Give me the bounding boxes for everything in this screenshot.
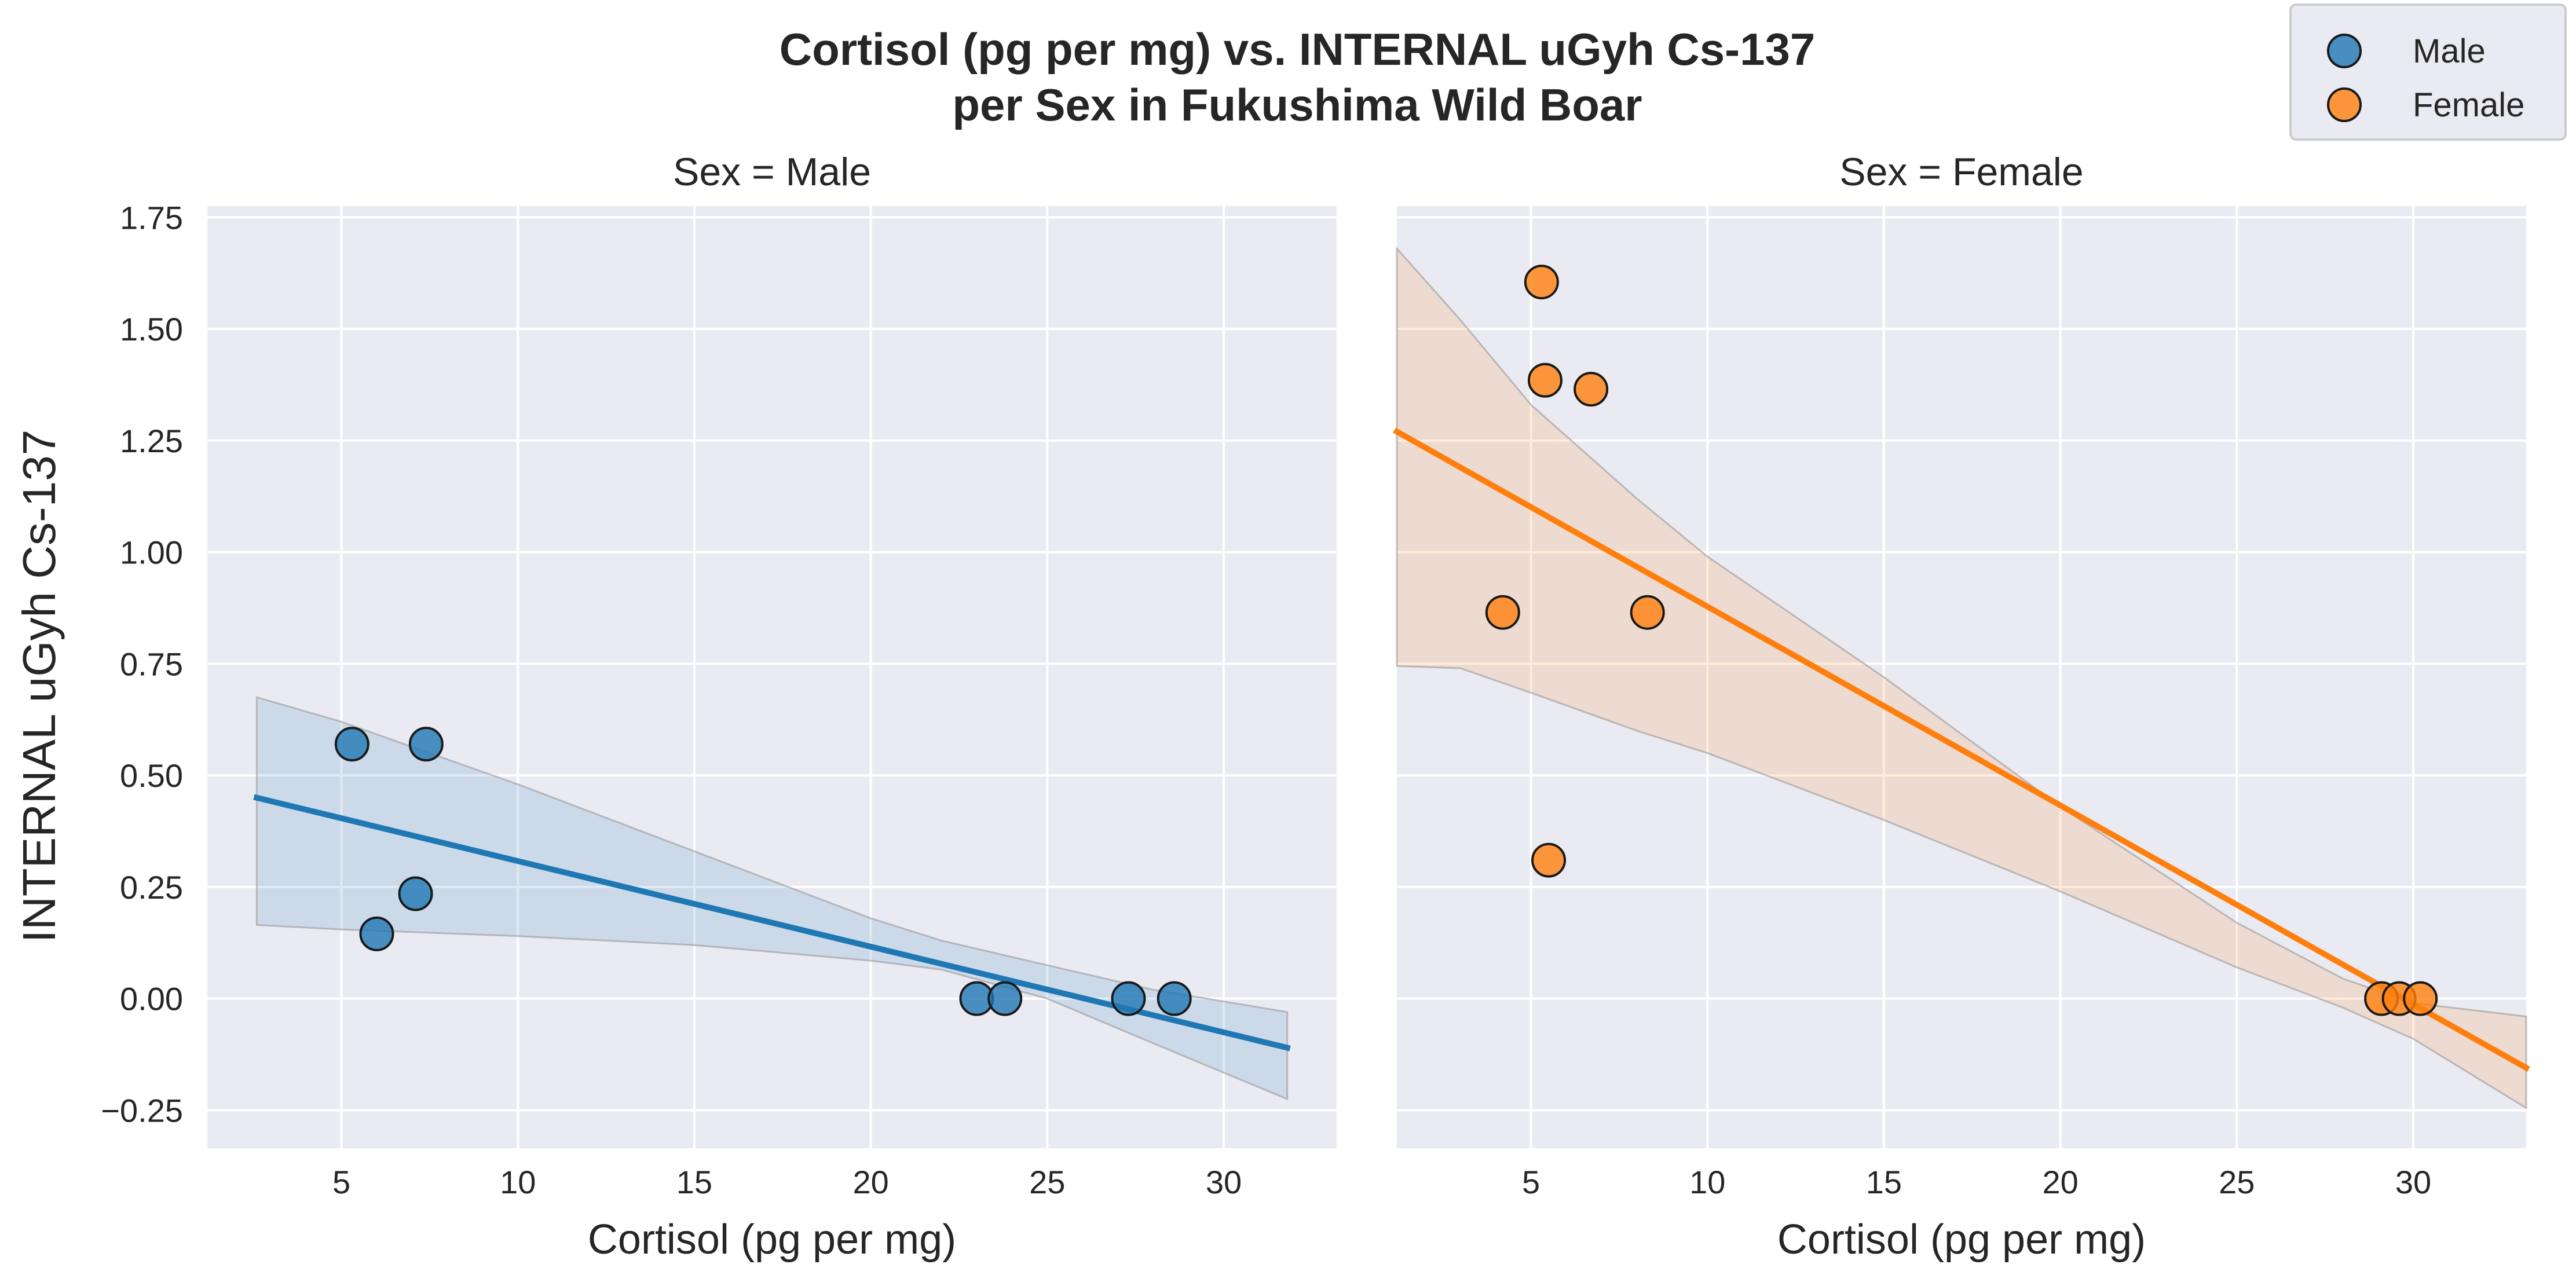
y-axis-label: INTERNAL uGyh Cs-137 [13,430,65,943]
y-tick-label-male: 0.50 [120,757,183,794]
legend-marker-male [2327,34,2362,68]
chart-title: Cortisol (pg per mg) vs. INTERNAL uGyh C… [780,24,1815,75]
y-tick-label-male: 1.00 [120,534,183,571]
data-point-female [1531,842,1567,878]
data-point-male [334,727,369,762]
x-tick-label-female: 5 [1522,1164,1540,1200]
plot-area-male [207,206,1337,1148]
x-tick-label-female: 15 [1866,1164,1902,1200]
y-tick-label-male: 1.50 [120,311,183,347]
legend-label-female: Female [2413,86,2524,124]
y-tick-label-male: 0.25 [120,869,183,906]
x-axis-label-female: Cortisol (pg per mg) [1777,1217,2146,1263]
y-tick-label-male: −0.25 [101,1092,183,1129]
y-tick-label-male: 0.75 [120,646,183,682]
data-point-male [1157,981,1192,1016]
x-tick-label-male: 5 [332,1164,350,1200]
x-tick-label-male: 10 [500,1164,536,1200]
data-point-male [1111,981,1146,1016]
data-point-male [359,916,394,951]
plot-area-female [1397,206,2526,1148]
data-point-female [1485,595,1520,630]
confidence-band-female [1396,246,2527,1110]
y-tick-label-male: 1.75 [120,199,183,236]
panel-title-male: Sex = Male [673,150,871,194]
data-point-male [987,981,1023,1016]
x-tick-label-male: 25 [1029,1164,1065,1200]
x-tick-label-female: 20 [2042,1164,2078,1200]
x-tick-label-female: 10 [1689,1164,1725,1200]
x-tick-label-male: 30 [1206,1164,1242,1200]
data-point-female [1574,372,1609,407]
legend-marker-female [2327,87,2362,122]
legend-label-male: Male [2413,32,2486,70]
data-point-female [1527,362,1563,398]
x-tick-label-male: 20 [852,1164,888,1200]
y-tick-label-male: 0.00 [120,981,183,1017]
panel-title-female: Sex = Female [1839,150,2083,194]
data-point-female [1524,265,1559,300]
x-tick-label-female: 25 [2219,1164,2255,1200]
x-axis-label-male: Cortisol (pg per mg) [588,1217,956,1263]
panel-male: 5 10 15 20 25 30 −0.25 0.00 0.25 0.50 0.75 1.00 1.25… [101,150,1337,1263]
y-tick-label-male: 1.25 [120,423,183,459]
x-tick-label-female: 30 [2395,1164,2431,1200]
x-tick-label-male: 15 [676,1164,712,1200]
panel-female: 5 10 15 20 25 30 Sex = Female Cortisol (pg pe… [1393,150,2530,1263]
data-point-female [1630,595,1665,630]
legend: Male Female [2289,3,2567,141]
data-point-male [398,876,433,911]
chart-title-line2: per Sex in Fukushima Wild Boar [952,79,1642,130]
data-point-female [2403,981,2438,1016]
regression-line-female [1393,427,2530,1072]
confidence-band-male [255,696,1289,1101]
data-point-male [408,727,444,762]
